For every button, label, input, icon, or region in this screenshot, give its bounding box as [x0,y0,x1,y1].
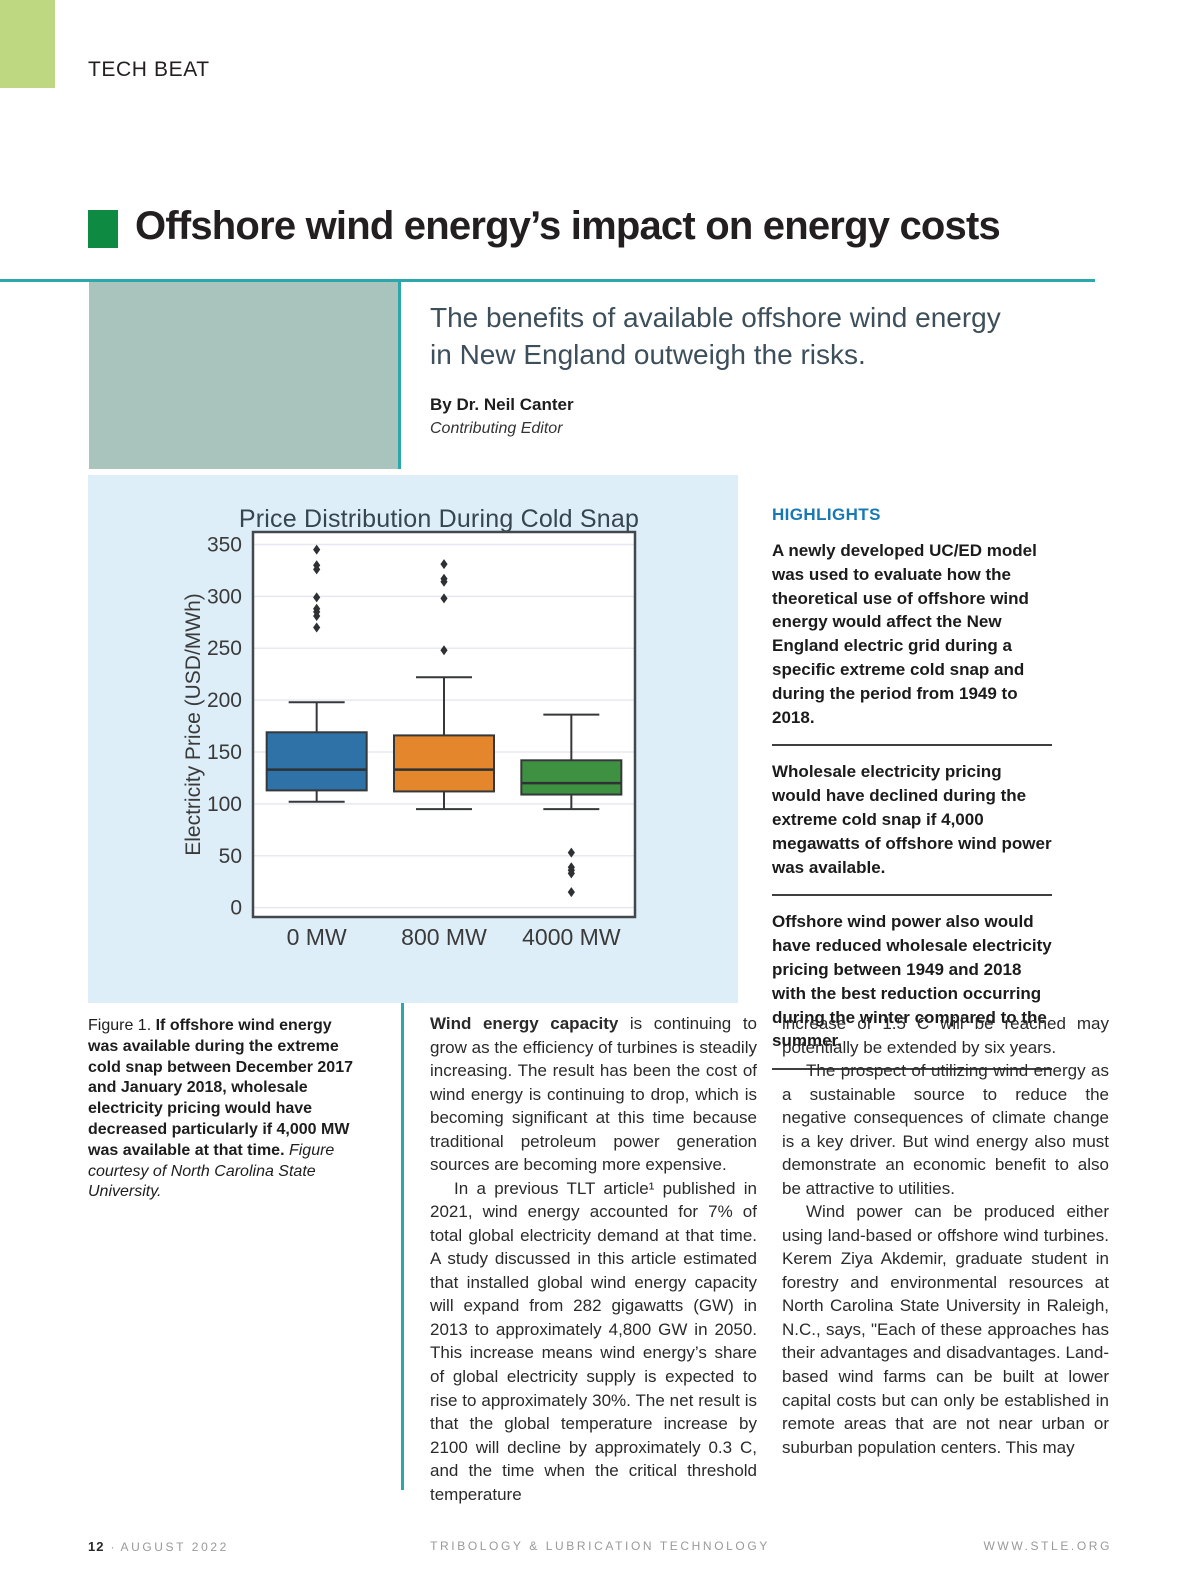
highlights-panel: HIGHLIGHTS A newly developed UC/ED model… [772,505,1052,1084]
figure-panel: Price Distribution During Cold Snap 0 50 1… [88,475,738,1003]
body-column-right: increase of 1.5 C will be reached may po… [782,1012,1109,1459]
highlight-item: A newly developed UC/ED model was used t… [772,541,1037,727]
column-divider-rule [401,1003,404,1490]
body-paragraph: increase of 1.5 C will be reached may po… [782,1014,1109,1057]
top-accent-block [0,0,55,88]
svg-text:100: 100 [207,793,242,816]
article-deck: The benefits of available offshore wind … [430,300,1090,374]
highlight-item: Wholesale electricity pricing would have… [772,762,1052,877]
figure-caption: Figure 1. If offshore wind energy was av… [88,1016,366,1203]
footer-separator: · [110,1540,115,1554]
page-number: 12 [88,1539,105,1554]
highlight-separator [772,744,1052,747]
feature-image-placeholder [89,282,401,469]
caption-credit: Figure courtesy of North Carolina State … [88,1141,335,1201]
deck-line-2: in New England outweigh the risks. [430,338,866,370]
body-column-middle: Wind energy capacity is continuing to gr… [430,1012,757,1506]
svg-text:50: 50 [219,845,242,868]
svg-text:300: 300 [207,585,242,608]
highlight-separator [772,894,1052,897]
teal-rule [0,279,1095,282]
footer-journal: TRIBOLOGY & LUBRICATION TECHNOLOGY [430,1539,770,1553]
highlight-item: Offshore wind power also would have redu… [772,912,1052,1051]
deck-line-1: The benefits of available offshore wind … [430,302,1001,333]
headline-row: Offshore wind energy’s impact on energy … [88,204,1001,249]
byline: By Dr. Neil Canter [430,395,574,414]
body-paragraph: Wind power can be produced either using … [782,1202,1109,1457]
svg-text:250: 250 [207,637,242,660]
byline-role: Contributing Editor [430,420,563,437]
highlights-list: A newly developed UC/ED model was used t… [772,539,1052,1071]
svg-text:0: 0 [230,897,242,920]
footer-left: 12 · AUGUST 2022 [88,1539,229,1554]
svg-text:0 MW: 0 MW [287,924,347,950]
svg-text:200: 200 [207,689,242,712]
caption-figure-label: Figure 1. [88,1017,156,1034]
caption-bold-text: If offshore wind energy was available du… [88,1017,353,1159]
highlight-separator [772,1068,1052,1071]
boxplot-chart: 0 50 100 150 200 250 300 350 0 MW 800 MW 4000 MW El… [182,530,637,950]
chart-title: Price Distribution During Cold Snap [238,505,640,533]
body-paragraph: Wind energy capacity is continuing to gr… [430,1014,757,1175]
body-paragraph: In a previous TLT article¹ published in … [430,1178,757,1504]
svg-text:800 MW: 800 MW [401,924,487,950]
body-paragraph: The prospect of utilizing wind energy as… [782,1061,1109,1198]
article-headline: Offshore wind energy’s impact on energy … [135,204,1001,248]
svg-text:150: 150 [207,741,242,764]
svg-text:Electricity Price (USD/MWh): Electricity Price (USD/MWh) [182,593,205,856]
svg-text:4000 MW: 4000 MW [522,924,621,950]
footer-date: AUGUST 2022 [120,1540,229,1554]
svg-text:350: 350 [207,533,242,556]
headline-square-marker [88,210,118,248]
footer-website: WWW.STLE.ORG [983,1539,1112,1553]
highlights-heading: HIGHLIGHTS [772,505,881,524]
section-kicker: TECH BEAT [88,58,210,81]
